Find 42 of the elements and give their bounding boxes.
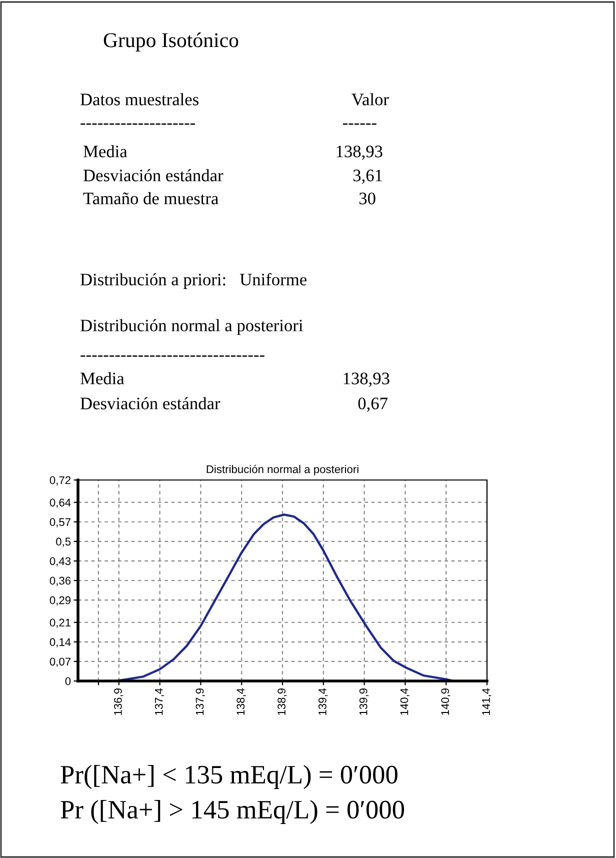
x-tick-label: 137,4 [154,688,164,715]
y-tick-label: 0 [65,677,71,686]
text: Grupo Isotónico [104,32,238,52]
x-tick-label: 138,9 [278,688,287,715]
x-tick-label: 140,9 [441,688,450,715]
text: Desviación estándar [84,169,224,182]
y-tick-label: 0,72 [50,476,70,486]
y-tick-label: 0,29 [50,596,71,606]
text: 30 [359,192,376,204]
text: Distribución a priori: Uniforme [80,273,306,289]
y-tick-label: 0,5 [56,538,71,547]
text: 138,93 [344,372,390,387]
x-tick-label: 139,4 [318,688,328,715]
y-tick-label: 0,36 [50,576,71,586]
y-tick-label: 0,57 [50,518,70,528]
x-tick-label: 139,9 [359,688,369,715]
text: ------ [342,123,376,125]
text: Tamaño de muestra [83,192,218,204]
x-tick-label: 140,4 [400,688,410,715]
text: 0,67 [358,398,388,412]
y-tick-label: 0,07 [50,658,70,667]
y-tick-label: 0,14 [50,638,71,648]
text: 138,93 [336,146,382,160]
x-tick-label: 138,4 [236,688,246,715]
text: 3,61 [353,170,382,184]
text: Media [80,372,124,384]
text: Media [84,145,128,158]
x-tick-label: 136,9 [114,688,124,715]
text: Pr ([Na+] > 145 mEq/L) = 0′000 [60,800,404,824]
x-tick-label: 141,4 [482,688,492,715]
text: -------------------- [80,123,195,125]
text: Datos muestrales [80,93,198,106]
y-tick-label: 0,21 [50,618,71,628]
y-tick-label: 0,43 [50,557,71,566]
y-tick-label: 0,64 [50,498,71,508]
text: Distribución normal a posteriori [80,319,303,335]
chart-title: Distribución normal a posteriori [206,464,358,476]
x-tick-label: 137,9 [196,688,205,715]
text: Pr([Na+] < 135 mEq/L) = 0′000 [60,765,398,789]
text: Valor [352,93,389,106]
text: Desviación estándar [80,397,220,410]
text: -------------------------------- [80,355,264,357]
